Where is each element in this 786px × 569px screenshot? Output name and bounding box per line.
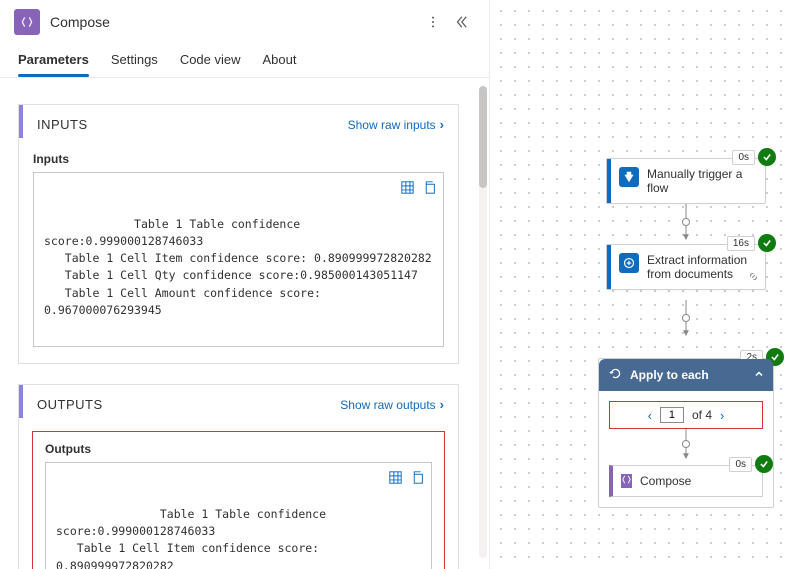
flow-canvas[interactable]: 0s Manually trigger a flow ▼ 16s Extract… <box>490 0 786 569</box>
flow-node-trigger[interactable]: 0s Manually trigger a flow <box>606 158 766 204</box>
outputs-card: OUTPUTS Show raw outputs › Outputs <box>18 384 459 569</box>
loop-icon <box>609 367 622 383</box>
copy-icon[interactable] <box>421 179 437 195</box>
outputs-card-header: OUTPUTS Show raw outputs › <box>19 385 458 418</box>
tab-settings[interactable]: Settings <box>111 44 158 77</box>
node-label: Manually trigger a flow <box>647 167 757 195</box>
node-label: Extract information from documents <box>647 253 757 281</box>
tab-bar: Parameters Settings Code view About <box>0 44 489 78</box>
success-check-icon <box>755 455 773 473</box>
node-time-badge: 16s <box>727 236 755 251</box>
arrow-down-icon: ▼ <box>681 232 691 243</box>
inputs-content-box: Table 1 Table confidence score:0.9990001… <box>33 172 444 347</box>
trigger-icon <box>619 167 639 187</box>
connector-add-button[interactable] <box>682 218 690 226</box>
show-raw-inputs-link[interactable]: Show raw inputs › <box>348 117 444 132</box>
success-check-icon <box>758 148 776 166</box>
pager-current-input[interactable] <box>660 407 684 423</box>
chevron-up-icon[interactable] <box>753 368 765 383</box>
node-label: Compose <box>640 474 691 488</box>
show-raw-outputs-link[interactable]: Show raw outputs › <box>340 397 444 412</box>
node-time-badge: 0s <box>732 150 755 165</box>
outputs-highlighted-region: Outputs Table 1 Table confidence score:0… <box>33 432 444 569</box>
apply-to-each-header[interactable]: Apply to each <box>599 359 773 391</box>
scrollbar-thumb[interactable] <box>479 86 487 188</box>
node-time-badge: 0s <box>729 457 752 472</box>
pager-prev-button[interactable]: ‹ <box>648 408 652 423</box>
chevron-right-icon: › <box>440 117 444 132</box>
arrow-down-icon: ▼ <box>681 328 691 339</box>
collapse-panel-button[interactable] <box>447 8 475 36</box>
more-menu-button[interactable] <box>419 8 447 36</box>
scrollbar[interactable] <box>479 86 487 558</box>
inputs-content: Table 1 Table confidence score:0.9990001… <box>44 217 432 317</box>
outputs-content: Table 1 Table confidence score:0.9990001… <box>56 507 333 569</box>
inputs-card: INPUTS Show raw inputs › Inputs <box>18 104 459 364</box>
outputs-heading: OUTPUTS <box>37 397 103 412</box>
loop-pager: ‹ of 4 › <box>609 401 763 429</box>
outputs-content-box: Table 1 Table confidence score:0.9990001… <box>45 462 432 569</box>
flow-node-extract[interactable]: 16s Extract information from documents <box>606 244 766 290</box>
success-check-icon <box>758 234 776 252</box>
connector-add-button[interactable] <box>682 314 690 322</box>
compose-icon <box>621 474 632 488</box>
inputs-card-header: INPUTS Show raw inputs › <box>19 105 458 138</box>
copy-icon[interactable] <box>409 469 425 485</box>
tab-parameters[interactable]: Parameters <box>18 44 89 77</box>
table-view-icon[interactable] <box>399 179 415 195</box>
pager-total-label: of 4 <box>692 408 712 422</box>
tab-code-view[interactable]: Code view <box>180 44 241 77</box>
panel-header: Compose <box>0 0 489 44</box>
inputs-label: Inputs <box>33 152 444 166</box>
connector-add-button[interactable] <box>682 440 690 448</box>
pager-next-button[interactable]: › <box>720 408 724 423</box>
compose-icon <box>14 9 40 35</box>
outputs-label: Outputs <box>45 442 432 456</box>
flow-node-apply-to-each[interactable]: 2s Apply to each ‹ of 4 › ▼ 0s <box>598 358 774 508</box>
panel-title: Compose <box>50 14 110 30</box>
inputs-heading: INPUTS <box>37 117 88 132</box>
extract-icon <box>619 253 639 273</box>
panel-scroll-area: INPUTS Show raw inputs › Inputs <box>0 84 477 569</box>
flow-node-compose[interactable]: 0s Compose <box>609 465 763 497</box>
link-icon <box>748 271 759 285</box>
details-panel: Compose Parameters Settings Code view Ab… <box>0 0 490 569</box>
arrow-down-icon: ▼ <box>681 451 691 462</box>
table-view-icon[interactable] <box>387 469 403 485</box>
tab-about[interactable]: About <box>263 44 297 77</box>
chevron-right-icon: › <box>440 397 444 412</box>
